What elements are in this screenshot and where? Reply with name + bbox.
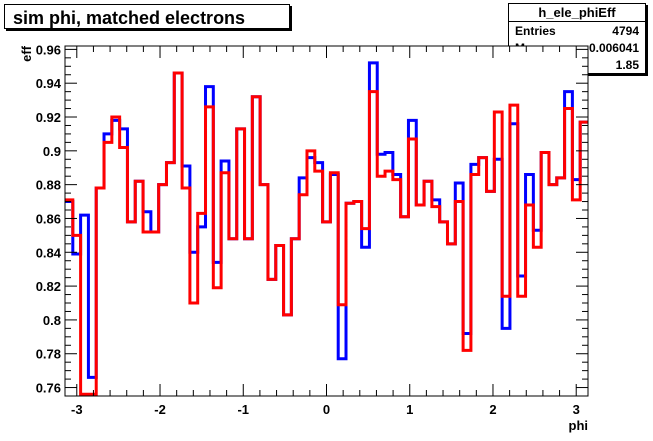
y-tick-label: 0.96 — [36, 42, 61, 57]
x-tick-label: 0 — [323, 402, 330, 417]
x-tick-label: 1 — [406, 402, 413, 417]
y-tick-label: 0.82 — [36, 279, 61, 294]
y-tick-label: 0.76 — [36, 381, 61, 396]
x-tick-label: -3 — [71, 402, 83, 417]
x-tick-label: 2 — [489, 402, 496, 417]
y-tick-label: 0.94 — [36, 76, 62, 91]
y-tick-label: 0.92 — [36, 110, 61, 125]
y-tick-label: 0.78 — [36, 347, 61, 362]
x-tick-label: 3 — [573, 402, 580, 417]
x-axis-label: phi — [569, 418, 589, 433]
series-1-line — [65, 71, 588, 396]
stats-value: 1.85 — [615, 58, 639, 72]
stats-value: 0.006041 — [588, 41, 639, 55]
chart-title: sim phi, matched electrons — [13, 8, 246, 28]
y-tick-label: 0.8 — [43, 313, 61, 328]
y-tick-label: 0.88 — [36, 178, 61, 193]
stats-value: 4794 — [612, 24, 639, 38]
stats-box: h_ele_phiEff Entries 4794 Mean 0.006041 … — [508, 3, 646, 74]
y-tick-label: 0.84 — [36, 245, 62, 260]
stats-row-entries: Entries 4794 — [515, 23, 639, 40]
title-box: sim phi, matched electrons — [4, 4, 290, 29]
stats-histogram-name: h_ele_phiEff — [509, 4, 645, 22]
y-tick-label: 0.9 — [43, 144, 61, 159]
y-tick-label: 0.86 — [36, 211, 61, 226]
y-axis-label: eff — [19, 45, 34, 62]
stats-key: Entries — [515, 24, 556, 38]
x-tick-label: -1 — [237, 402, 249, 417]
x-tick-label: -2 — [154, 402, 166, 417]
